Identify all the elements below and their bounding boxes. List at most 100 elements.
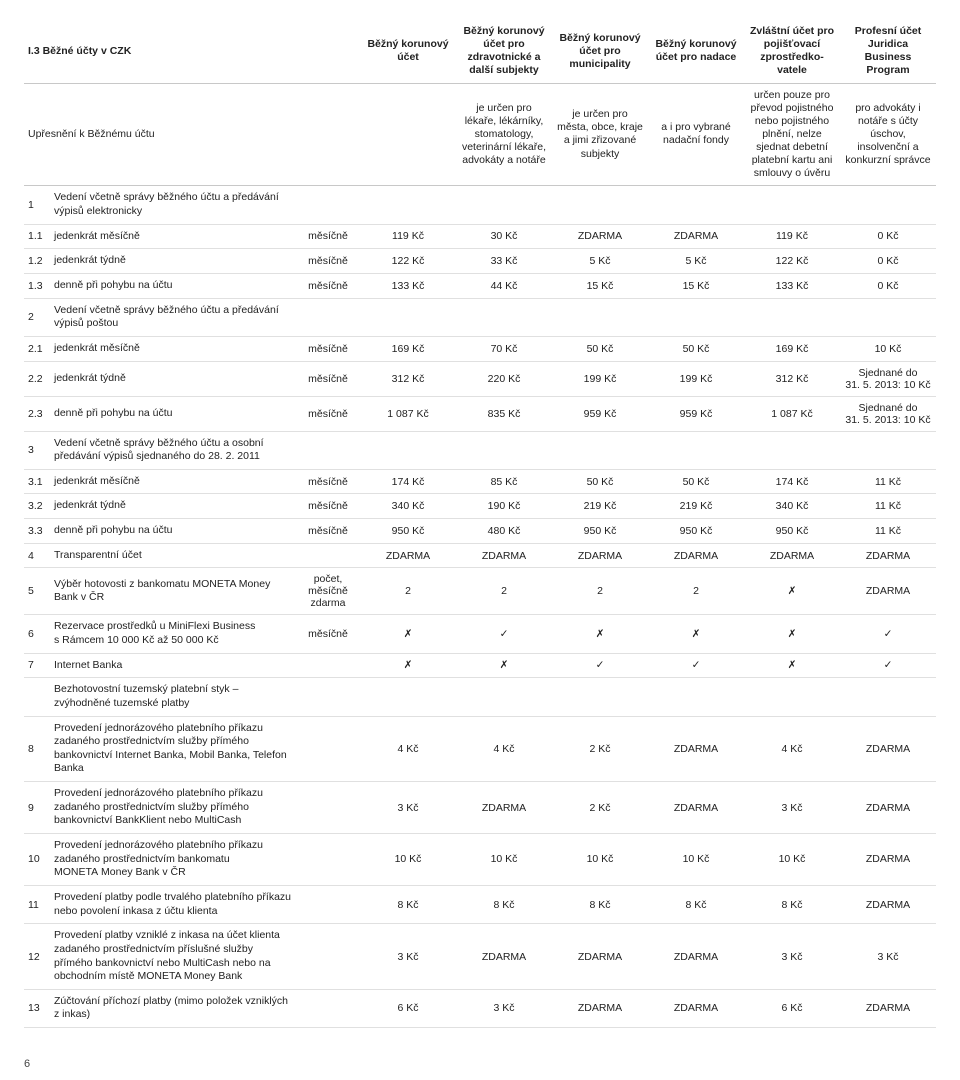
row-frequency <box>296 298 360 336</box>
row-value: 10 Kč <box>840 336 936 361</box>
row-frequency: měsíčně <box>296 396 360 431</box>
row-value: ZDARMA <box>648 543 744 568</box>
row-number: 4 <box>24 543 50 568</box>
table-row: 9Provedení jednorázového platebního přík… <box>24 782 936 834</box>
row-value: 50 Kč <box>552 469 648 494</box>
table-title: I.3 Běžné účty v CZK <box>24 20 360 83</box>
row-value: Sjednané do 31. 5. 2013: 10 Kč <box>840 396 936 431</box>
row-value <box>552 186 648 224</box>
table-row: 1Vedení včetně správy běžného účtu a pře… <box>24 186 936 224</box>
row-frequency <box>296 678 360 716</box>
row-value: 169 Kč <box>360 336 456 361</box>
row-frequency: měsíčně <box>296 249 360 274</box>
table-row: 11Provedení platby podle trvalého plateb… <box>24 885 936 923</box>
row-value <box>648 431 744 469</box>
row-value <box>744 298 840 336</box>
row-description: Provedení jednorázového platebního příka… <box>50 834 296 886</box>
table-row: 13Zúčtování příchozí platby (mimo polože… <box>24 989 936 1027</box>
row-value: ZDARMA <box>648 224 744 249</box>
row-value: 169 Kč <box>744 336 840 361</box>
col-head-4: Běžný korunový účet pro nadace <box>648 20 744 83</box>
table-row: 10Provedení jednorázového platebního pří… <box>24 834 936 886</box>
row-value: ✗ <box>360 615 456 653</box>
row-value: 44 Kč <box>456 273 552 298</box>
row-description: Transparentní účet <box>50 543 296 568</box>
table-row: 1.1jedenkrát měsíčněměsíčně119 Kč30 KčZD… <box>24 224 936 249</box>
row-number: 10 <box>24 834 50 886</box>
row-frequency: měsíčně <box>296 361 360 396</box>
table-row: 4Transparentní účetZDARMAZDARMAZDARMAZDA… <box>24 543 936 568</box>
row-value: 10 Kč <box>744 834 840 886</box>
row-number: 2 <box>24 298 50 336</box>
row-value: 3 Kč <box>744 924 840 990</box>
row-description: Provedení platby vzniklé z inkasa na úče… <box>50 924 296 990</box>
row-value: 1 087 Kč <box>360 396 456 431</box>
row-value: 11 Kč <box>840 519 936 544</box>
row-value <box>456 678 552 716</box>
row-value: 950 Kč <box>648 519 744 544</box>
row-value: ZDARMA <box>840 568 936 615</box>
row-value: 15 Kč <box>552 273 648 298</box>
row-description: denně při pohybu na účtu <box>50 396 296 431</box>
col-sub-4: a i pro vybrané nadační fondy <box>648 83 744 186</box>
table-row: 2.1jedenkrát měsíčněměsíčně169 Kč70 Kč50… <box>24 336 936 361</box>
row-value: ZDARMA <box>840 834 936 886</box>
table-row: 2Vedení včetně správy běžného účtu a pře… <box>24 298 936 336</box>
row-frequency <box>296 186 360 224</box>
row-value: 8 Kč <box>552 885 648 923</box>
row-description: jedenkrát měsíčně <box>50 336 296 361</box>
row-value: 340 Kč <box>744 494 840 519</box>
table-row: 3.1jedenkrát měsíčněměsíčně174 Kč85 Kč50… <box>24 469 936 494</box>
row-value: ZDARMA <box>840 989 936 1027</box>
row-value: Sjednané do 31. 5. 2013: 10 Kč <box>840 361 936 396</box>
row-number: 7 <box>24 653 50 678</box>
row-description: Provedení jednorázového platebního příka… <box>50 782 296 834</box>
row-value: 4 Kč <box>744 716 840 782</box>
row-value: ✓ <box>840 653 936 678</box>
pricing-table: I.3 Běžné účty v CZK Běžný korunový účet… <box>24 20 936 1028</box>
row-value: 3 Kč <box>456 989 552 1027</box>
row-value: ZDARMA <box>552 924 648 990</box>
row-value: 959 Kč <box>552 396 648 431</box>
table-row: 1.2jedenkrát týdněměsíčně122 Kč33 Kč5 Kč… <box>24 249 936 274</box>
row-value <box>456 431 552 469</box>
row-value: 174 Kč <box>360 469 456 494</box>
row-description: Výběr hotovosti z bankomatu MONETA Money… <box>50 568 296 615</box>
row-value: 2 <box>552 568 648 615</box>
row-number: 13 <box>24 989 50 1027</box>
col-sub-1 <box>360 83 456 186</box>
table-header-row-1: I.3 Běžné účty v CZK Běžný korunový účet… <box>24 20 936 83</box>
row-value: 950 Kč <box>744 519 840 544</box>
row-value: 10 Kč <box>552 834 648 886</box>
row-frequency: měsíčně <box>296 224 360 249</box>
row-value: 10 Kč <box>648 834 744 886</box>
row-value: 3 Kč <box>840 924 936 990</box>
row-value: 1 087 Kč <box>744 396 840 431</box>
row-value: ✗ <box>360 653 456 678</box>
row-description: jedenkrát měsíčně <box>50 469 296 494</box>
row-value: 950 Kč <box>552 519 648 544</box>
row-description: jedenkrát týdně <box>50 361 296 396</box>
row-value: 0 Kč <box>840 273 936 298</box>
row-description: denně při pohybu na účtu <box>50 519 296 544</box>
row-value: ✗ <box>744 615 840 653</box>
row-value: 85 Kč <box>456 469 552 494</box>
row-value: 2 Kč <box>552 782 648 834</box>
row-value: 8 Kč <box>648 885 744 923</box>
row-frequency <box>296 989 360 1027</box>
row-value: 70 Kč <box>456 336 552 361</box>
row-value: 219 Kč <box>648 494 744 519</box>
row-value: 11 Kč <box>840 494 936 519</box>
row-value: ZDARMA <box>456 543 552 568</box>
row-number: 5 <box>24 568 50 615</box>
row-description: Internet Banka <box>50 653 296 678</box>
row-value: ✗ <box>456 653 552 678</box>
row-value: ✓ <box>840 615 936 653</box>
row-value: ZDARMA <box>456 924 552 990</box>
row-value: ZDARMA <box>648 716 744 782</box>
row-value: 340 Kč <box>360 494 456 519</box>
row-value <box>744 678 840 716</box>
row-value: ZDARMA <box>552 543 648 568</box>
row-value <box>648 186 744 224</box>
row-frequency: měsíčně <box>296 519 360 544</box>
